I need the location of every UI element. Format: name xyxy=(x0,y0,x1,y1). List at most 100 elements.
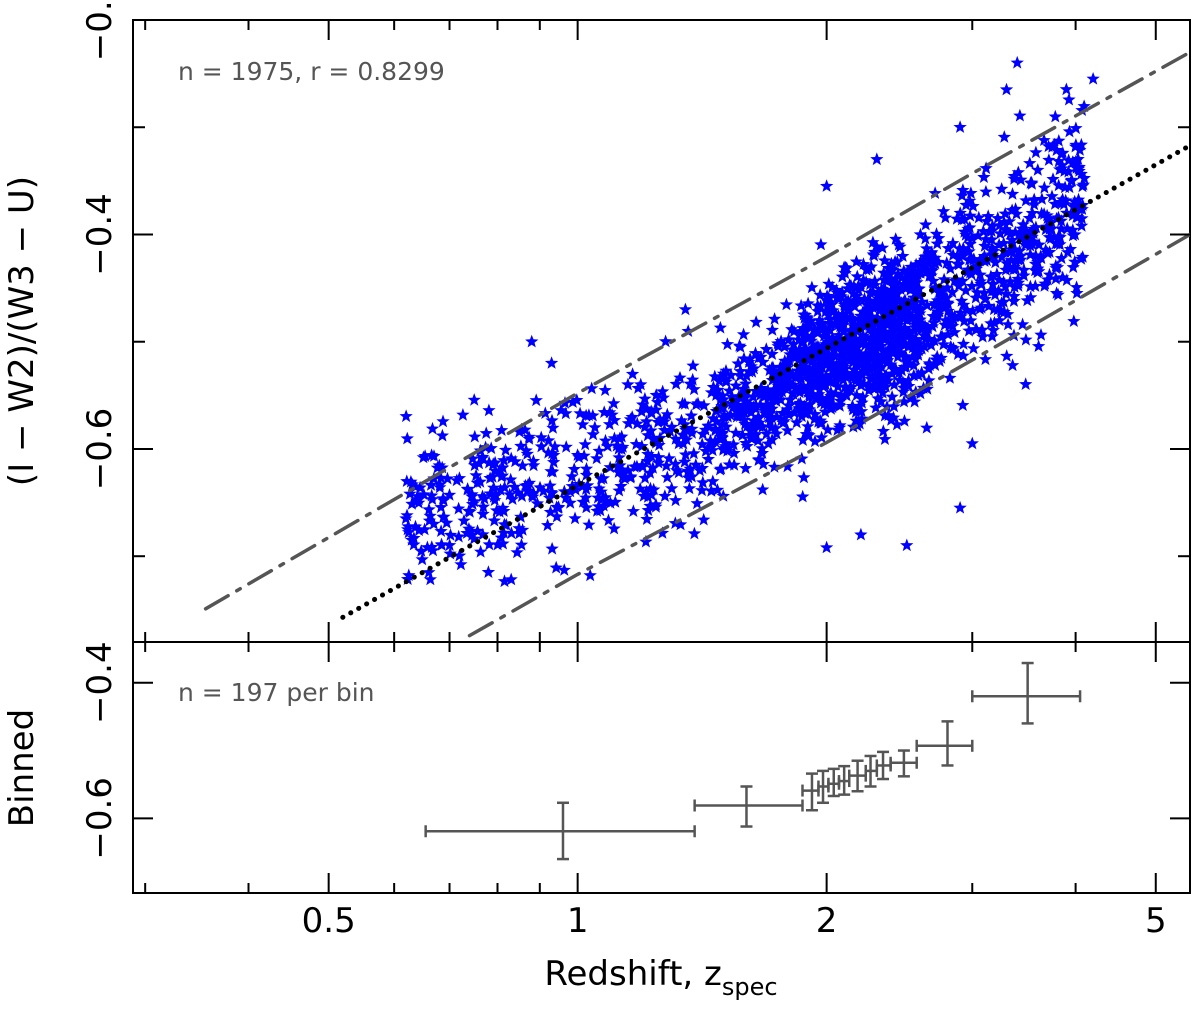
scatter-point xyxy=(825,297,839,311)
scatter-point xyxy=(816,338,830,352)
scatter-point xyxy=(940,280,954,294)
scatter-point xyxy=(709,414,724,428)
scatter-point xyxy=(425,421,440,435)
scatter-point xyxy=(985,232,999,246)
scatter-point xyxy=(887,378,901,391)
scatter-point xyxy=(966,341,981,355)
scatter-point xyxy=(940,291,954,304)
scatter-point xyxy=(1075,103,1089,116)
scatter-point xyxy=(1041,139,1056,153)
scatter-point xyxy=(496,460,510,474)
scatter-point xyxy=(482,537,496,551)
scatter-point xyxy=(863,286,877,299)
scatter-point xyxy=(969,262,983,275)
scatter-point xyxy=(1015,317,1030,331)
scatter-point xyxy=(590,451,604,465)
scatter-point xyxy=(946,236,960,249)
scatter-point xyxy=(651,456,666,469)
scatter-point xyxy=(849,357,863,370)
scatter-point xyxy=(877,345,891,358)
scatter-point xyxy=(883,298,897,312)
scatter-point xyxy=(621,416,636,430)
scatter-point xyxy=(1071,152,1085,165)
scatter-point xyxy=(946,248,960,261)
scatter-point xyxy=(873,295,887,309)
scatter-point xyxy=(832,339,846,352)
scatter-point xyxy=(1075,211,1089,225)
scatter-point xyxy=(900,267,914,281)
scatter-point xyxy=(636,397,650,411)
scatter-point xyxy=(525,334,539,348)
scatter-point xyxy=(1063,242,1078,255)
scatter-point xyxy=(922,373,936,387)
scatter-point xyxy=(792,401,806,415)
scatter-point xyxy=(405,497,419,510)
scatter-point xyxy=(1014,253,1028,266)
scatter-point xyxy=(997,215,1011,229)
scatter-point xyxy=(978,239,992,252)
scatter-point xyxy=(669,377,683,390)
scatter-point xyxy=(512,526,526,540)
scatter-point xyxy=(819,354,833,368)
scatter-point xyxy=(514,538,529,551)
scatter-point xyxy=(771,339,785,353)
scatter-point xyxy=(1054,147,1069,160)
scatter-point xyxy=(1013,244,1027,257)
scatter-point xyxy=(991,211,1005,225)
scatter-point xyxy=(541,445,555,459)
scatter-point xyxy=(888,339,903,352)
scatter-point xyxy=(846,346,860,360)
scatter-point xyxy=(457,513,471,527)
scatter-point xyxy=(921,321,935,335)
scatter-point xyxy=(963,194,977,207)
scatter-point xyxy=(720,337,735,351)
scatter-point xyxy=(918,319,932,332)
scatter-point xyxy=(614,479,628,492)
scatter-point xyxy=(496,501,510,514)
scatter-point xyxy=(902,325,917,338)
scatter-point xyxy=(979,232,993,246)
scatter-point xyxy=(752,452,766,466)
scatter-point xyxy=(804,388,818,402)
scatter-point xyxy=(550,509,564,523)
scatter-point xyxy=(827,374,841,388)
scatter-point xyxy=(756,355,770,368)
scatter-point xyxy=(870,152,884,166)
scatter-point xyxy=(749,427,763,441)
scatter-point xyxy=(813,414,827,427)
scatter-point xyxy=(434,537,449,551)
scatter-point xyxy=(804,334,818,347)
scatter-point xyxy=(877,266,891,279)
scatter-point xyxy=(1022,211,1037,224)
scatter-point xyxy=(594,472,608,485)
scatter-point xyxy=(872,380,886,394)
scatter-point xyxy=(962,244,976,258)
fit-line xyxy=(340,143,1190,620)
scatter-point xyxy=(585,381,599,395)
scatter-point xyxy=(722,384,736,397)
scatter-point xyxy=(829,317,843,330)
scatter-point xyxy=(811,343,825,356)
scatter-point xyxy=(812,382,827,396)
scatter-point xyxy=(759,342,773,355)
scatter-point xyxy=(922,356,936,370)
scatter-point xyxy=(1040,211,1055,225)
scatter-point xyxy=(545,541,559,555)
scatter-point xyxy=(854,527,868,541)
scatter-point xyxy=(656,391,670,404)
scatter-point xyxy=(822,299,836,312)
scatter-point xyxy=(557,563,571,576)
scatter-point xyxy=(1074,137,1088,151)
scatter-point xyxy=(787,405,802,419)
scatter-point xyxy=(787,324,801,338)
scatter-point xyxy=(856,257,871,270)
scatter-point xyxy=(476,507,490,520)
scatter-point xyxy=(856,390,870,403)
scatter-point xyxy=(870,373,884,387)
scatter-point xyxy=(695,483,709,497)
scatter-point xyxy=(746,390,760,403)
scatter-point xyxy=(708,434,722,448)
scatter-point xyxy=(737,398,751,411)
scatter-point xyxy=(733,340,748,353)
scatter-point xyxy=(644,488,659,501)
